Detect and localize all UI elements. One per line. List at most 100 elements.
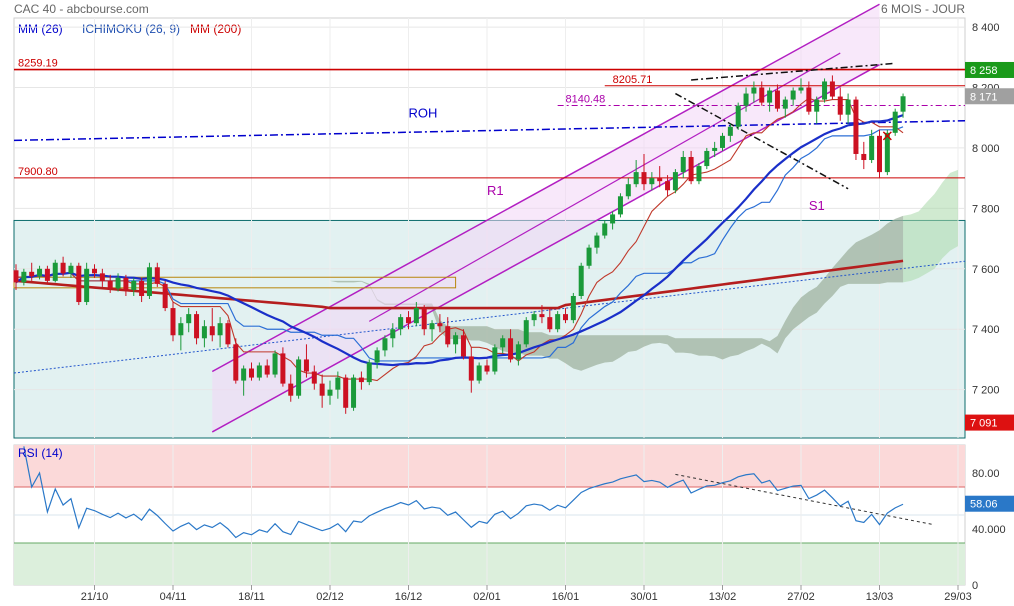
x-tick-label: 18/11 (238, 591, 265, 603)
candle-body (351, 377, 357, 408)
level-label-3: 7900.80 (18, 166, 58, 178)
candle-body (563, 314, 568, 321)
candle-body (374, 350, 380, 363)
candle-body (822, 81, 828, 100)
rsi-series-line (23, 446, 904, 539)
candle-body (782, 99, 788, 109)
chart-header-period: 6 MOIS - JOUR (881, 2, 965, 16)
price-tag-bg (965, 414, 1014, 431)
candle-body (837, 96, 843, 115)
y-tick-label: 8 400 (972, 22, 1000, 34)
rising-channel-fill (212, 4, 880, 432)
candle-body (303, 359, 309, 372)
candle-body (37, 268, 43, 277)
candle-body (217, 323, 223, 336)
candle-body (523, 320, 529, 345)
legend-mm200: MM (200) (190, 22, 241, 36)
x-tick-label: 02/12 (316, 591, 344, 603)
candle-body (460, 335, 466, 357)
x-tick-label: 16/01 (552, 591, 580, 603)
x-tick-label: 13/03 (866, 591, 894, 603)
candle-body (139, 280, 145, 296)
candle-body (696, 166, 702, 182)
rsi-overbought-zone (14, 445, 965, 487)
candle-body (570, 295, 576, 321)
candle-body (500, 338, 506, 348)
candle-body (633, 172, 639, 185)
candle-body (484, 365, 490, 372)
annotation-r1: R1 (487, 183, 504, 198)
candle-body (327, 389, 333, 396)
candle-body (146, 267, 152, 296)
candle-body (508, 338, 514, 360)
candle-body (515, 344, 521, 360)
level-label-2: 8140.48 (566, 93, 606, 105)
candle-body (869, 135, 875, 161)
price-tag-label: 8 171 (970, 91, 998, 103)
candle-body (413, 308, 419, 324)
candle-body (29, 271, 35, 277)
candle-body (720, 135, 725, 148)
candle-body (547, 317, 553, 330)
candle-body (60, 262, 66, 274)
candle-body (610, 214, 616, 224)
signal-cross-marker (882, 131, 892, 141)
candle-body (115, 277, 121, 289)
candle-body (774, 90, 780, 109)
candle-body (594, 235, 600, 248)
price-tag-bg (965, 61, 1014, 78)
x-tick-label: 04/11 (160, 591, 187, 603)
candle-body (343, 377, 349, 408)
candle-body (861, 153, 867, 161)
x-tick-label: 29/03 (944, 591, 972, 603)
candle-body (421, 308, 427, 330)
candle-body (44, 268, 50, 281)
candle-body (680, 156, 686, 173)
candle-body (123, 277, 129, 290)
candle-body (688, 156, 694, 182)
candle-body (531, 314, 537, 321)
candle-body (712, 147, 718, 151)
x-tick-label: 02/01 (473, 591, 501, 603)
candle-body (735, 105, 741, 127)
candle-body (641, 172, 647, 185)
y-tick-label: 7 800 (972, 203, 1000, 215)
candle-body (437, 323, 443, 327)
candle-body (727, 126, 733, 136)
candle-body (602, 223, 608, 236)
candle-body (249, 368, 254, 378)
candle-body (92, 268, 97, 274)
candle-body (877, 135, 882, 173)
annotation-roh: ROH (409, 106, 438, 121)
candle-body (649, 178, 655, 185)
candle-body (382, 338, 388, 351)
range-box (13, 276, 457, 289)
candle-body (406, 317, 411, 324)
rsi-title: RSI (14) (18, 446, 63, 460)
candle-body (209, 326, 215, 336)
price-tag-bg (965, 88, 1014, 105)
candle-body (751, 87, 757, 94)
candle-body (201, 326, 207, 339)
rsi-oversold-zone (14, 543, 965, 585)
candle-body (790, 90, 796, 100)
rsi-value-tag-bg (965, 495, 1014, 512)
candle-body (319, 383, 325, 396)
candle-body (767, 90, 773, 103)
annotation-s1: S1 (809, 198, 825, 213)
candle-body (884, 132, 890, 173)
candle-body (657, 178, 663, 182)
candle-body (853, 99, 859, 154)
candle-body (107, 280, 113, 289)
candle-body (625, 184, 631, 197)
candle-body (99, 273, 105, 281)
candle-body (900, 96, 906, 112)
candle-body (743, 93, 749, 106)
candle-body (806, 87, 812, 112)
mm26-line (15, 114, 904, 367)
x-tick-label: 21/10 (81, 591, 109, 603)
candle-body (154, 267, 160, 284)
level-label-1: 8205.71 (613, 74, 653, 86)
rsi-trend-line (675, 473, 935, 526)
rsi-value-tag-label: 58.06 (970, 499, 998, 511)
